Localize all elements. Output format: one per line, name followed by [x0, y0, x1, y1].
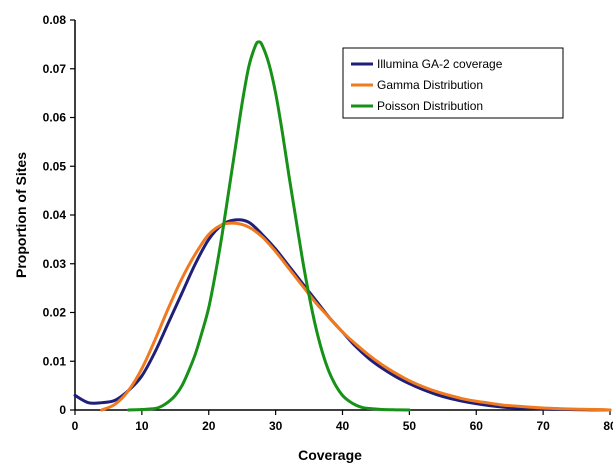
- x-tick-label: 80: [603, 419, 613, 433]
- y-tick-label: 0.06: [43, 111, 67, 125]
- x-ticks: 0 10 20 30 40 50 60 70 80: [72, 410, 613, 433]
- legend-label-poisson-distribution: Poisson Distribution: [377, 99, 483, 113]
- y-tick-label: 0.07: [43, 62, 67, 76]
- series-line-illumina-ga-2-coverage: [73, 218, 612, 412]
- x-tick-label: 50: [403, 419, 417, 433]
- x-axis-title: Coverage: [298, 447, 362, 463]
- x-tick-label: 30: [269, 419, 283, 433]
- y-tick-label: 0.04: [43, 208, 67, 222]
- legend-box: [342, 47, 564, 119]
- x-tick-label: 20: [202, 419, 216, 433]
- y-tick-label: 0.05: [43, 159, 67, 173]
- series-line-gamma-distribution: [100, 221, 612, 412]
- x-tick-label: 60: [470, 419, 484, 433]
- x-tick-label: 70: [536, 419, 550, 433]
- legend-label-illumina-ga-2-coverage: Illumina GA-2 coverage: [377, 57, 503, 71]
- y-axis-title: Proportion of Sites: [13, 152, 29, 278]
- y-tick-label: 0.08: [43, 13, 67, 27]
- y-ticks: 0 0.01 0.02 0.03 0.04 0.05 0.06 0.07 0.08: [43, 13, 75, 417]
- series-group: [73, 40, 612, 412]
- y-tick-label: 0.02: [43, 306, 67, 320]
- y-tick-label: 0.03: [43, 257, 67, 271]
- y-tick-label: 0: [59, 403, 66, 417]
- legend-label-gamma-distribution: Gamma Distribution: [377, 78, 483, 92]
- x-tick-label: 10: [135, 419, 149, 433]
- legend: Illumina GA-2 coverage Gamma Distribution…: [342, 47, 564, 119]
- y-tick-label: 0.01: [43, 354, 67, 368]
- x-tick-label: 0: [72, 419, 79, 433]
- series-line-poisson-distribution: [127, 40, 411, 412]
- x-tick-label: 40: [336, 419, 350, 433]
